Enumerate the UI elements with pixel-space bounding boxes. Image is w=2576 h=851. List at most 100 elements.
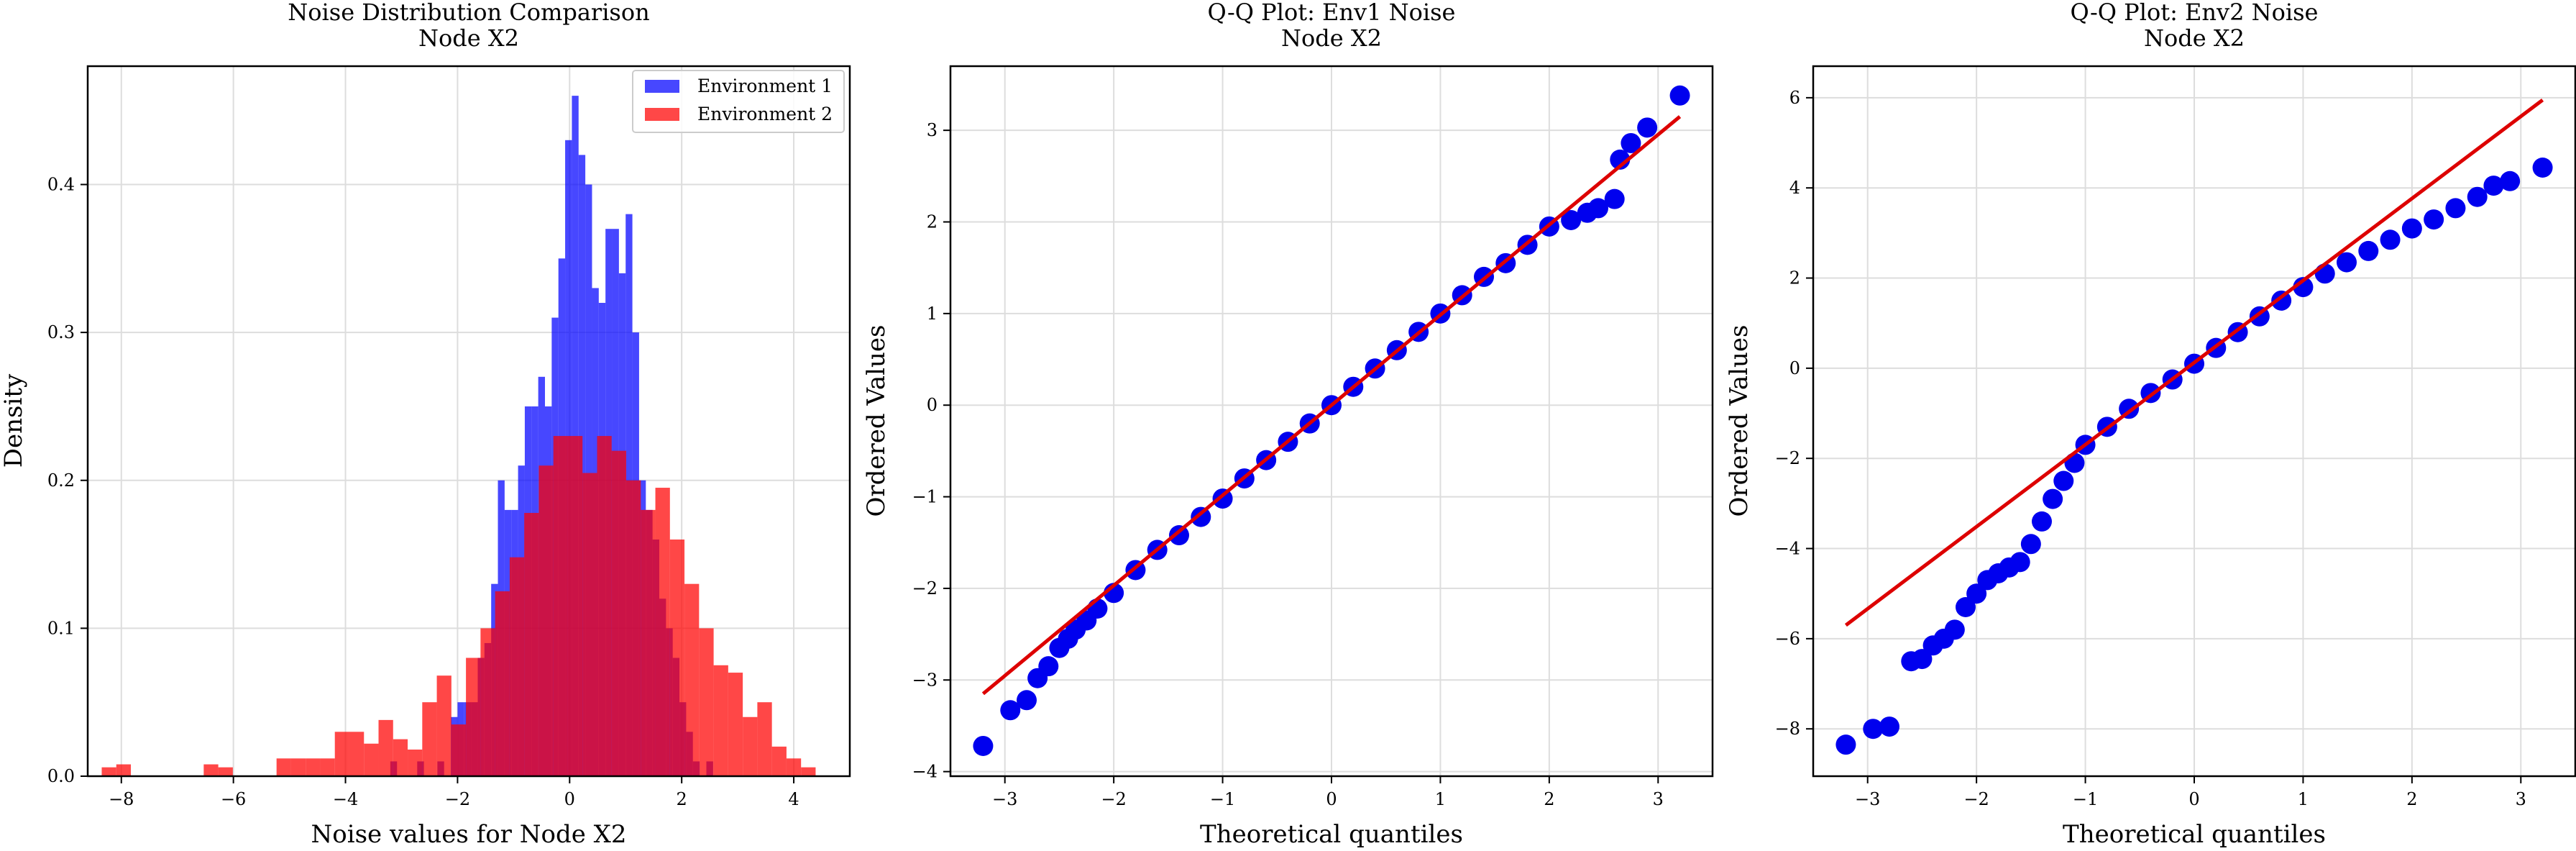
y-tick-label: 0.1 — [47, 618, 75, 638]
y-tick-label: 4 — [1789, 178, 1800, 198]
qq-point — [1212, 488, 1233, 509]
histogram-bar-env2 — [466, 657, 481, 776]
histogram-bar-env2 — [422, 702, 437, 776]
legend-label-env2: Environment 2 — [697, 104, 833, 124]
qq-point — [2032, 511, 2052, 532]
x-tick-label: 0 — [2188, 789, 2199, 809]
qq-point — [2020, 534, 2041, 555]
qq-point — [2380, 229, 2401, 250]
qq-point — [2064, 452, 2085, 473]
histogram-bar-env2 — [509, 557, 525, 776]
legend-label-env1: Environment 1 — [697, 76, 833, 96]
y-tick-label: −4 — [1775, 539, 1800, 559]
histogram-bar-env2 — [553, 436, 568, 776]
x-tick-label: 1 — [1435, 789, 1446, 809]
histogram-bar-env2 — [203, 764, 219, 776]
histogram-bar-env2 — [218, 767, 233, 776]
y-tick-label: −2 — [912, 578, 938, 599]
y-tick-label: 1 — [927, 304, 938, 324]
y-tick-label: 0 — [927, 395, 938, 415]
qq-point — [1191, 506, 1211, 527]
y-tick-label: 2 — [1789, 268, 1800, 288]
qq-point — [2009, 552, 2030, 573]
y-tick-label: 0.2 — [47, 470, 75, 491]
y-tick-label: 0.4 — [47, 175, 75, 195]
qq1-xlabel: Theoretical quantiles — [1200, 820, 1463, 849]
histogram-bar-env2 — [364, 743, 379, 776]
x-tick-label: −2 — [1963, 789, 1989, 809]
x-tick-label: −1 — [2073, 789, 2098, 809]
legend-box — [632, 70, 845, 133]
x-tick-label: −6 — [221, 789, 246, 809]
x-tick-label: 3 — [2516, 789, 2526, 809]
hist-title: Noise Distribution Comparison — [288, 0, 649, 26]
qq-point — [1637, 117, 1658, 138]
qq-point — [973, 735, 994, 756]
qq-point — [2314, 263, 2335, 284]
qq-point — [1588, 198, 1608, 219]
qq-point — [1169, 525, 1189, 546]
qq2-xlabel: Theoretical quantiles — [2063, 820, 2326, 849]
qq-point — [1604, 188, 1625, 209]
x-tick-label: 0 — [1326, 789, 1337, 809]
qq-point — [2500, 170, 2521, 191]
hist-xlabel: Noise values for Node X2 — [311, 820, 627, 849]
x-tick-label: 3 — [1653, 789, 1664, 809]
qq-point — [1000, 700, 1021, 721]
y-tick-label: 2 — [927, 212, 938, 232]
x-tick-label: 2 — [677, 789, 687, 809]
histogram-bar-env2 — [801, 767, 816, 776]
qq-point — [1087, 598, 1108, 619]
histogram-bar-env2 — [626, 480, 641, 776]
qq-point — [2271, 290, 2292, 311]
histogram-bar-env2 — [786, 758, 802, 776]
x-tick-label: −2 — [1101, 789, 1126, 809]
qq-point — [2424, 209, 2444, 230]
y-tick-label: −8 — [1775, 719, 1800, 739]
histogram-bar-env2 — [699, 628, 714, 776]
histogram-bar-env2 — [101, 767, 116, 776]
histogram-bar-env2 — [116, 764, 132, 776]
x-tick-label: −1 — [1210, 789, 1235, 809]
histogram-bar-env2 — [393, 739, 408, 776]
histogram-bar-env2 — [611, 450, 627, 776]
histogram-bar-env2 — [655, 488, 670, 776]
qq-point — [1038, 656, 1059, 677]
y-tick-label: −3 — [912, 670, 938, 690]
histogram-bar-env2 — [290, 758, 306, 776]
qq-fit-line — [1844, 99, 2544, 627]
x-tick-label: −3 — [1855, 789, 1880, 809]
histogram-bar-env2 — [436, 675, 452, 776]
qq-point — [2358, 240, 2379, 261]
x-tick-label: 1 — [2298, 789, 2309, 809]
x-tick-label: −8 — [109, 789, 134, 809]
qq-env2-panel: Q-Q Plot: Env2 Noise Node X2 −3 −2 −1 0 1 2 3 −… — [1725, 0, 2576, 849]
histogram-bar-env2 — [597, 436, 612, 776]
qq-fit-line — [981, 115, 1682, 696]
y-tick-label: −1 — [912, 487, 938, 507]
qq-point — [1017, 690, 1037, 711]
histogram-bar-env2 — [713, 665, 728, 776]
histogram-bar-env2 — [771, 746, 787, 776]
qq-point — [1956, 597, 1976, 617]
histogram-panel: Noise Distribution Comparison Node X2 −8… — [0, 0, 851, 849]
qq-point — [2337, 252, 2357, 273]
histogram-bar-env2 — [684, 583, 700, 776]
histogram-bar-env2 — [480, 628, 495, 776]
qq-point — [1879, 716, 1899, 737]
qq-point — [1621, 132, 1641, 153]
y-tick-label: 0 — [1789, 358, 1800, 378]
qq-point — [2483, 176, 2504, 196]
qq-point — [1912, 649, 1933, 670]
histogram-bar-env2 — [334, 732, 349, 776]
qq1-subtitle: Node X2 — [1281, 24, 1382, 52]
legend-swatch-env2 — [645, 108, 679, 121]
y-tick-label: −2 — [1775, 448, 1800, 468]
histogram-bar-env2 — [320, 758, 335, 776]
histogram-bar-env2 — [641, 509, 656, 776]
legend: Environment 1 Environment 2 — [632, 70, 845, 133]
y-tick-label: −6 — [1775, 629, 1800, 649]
histogram-bar-env2 — [276, 758, 291, 776]
histogram-bar-env2 — [378, 719, 393, 776]
qq-point — [2445, 198, 2466, 219]
